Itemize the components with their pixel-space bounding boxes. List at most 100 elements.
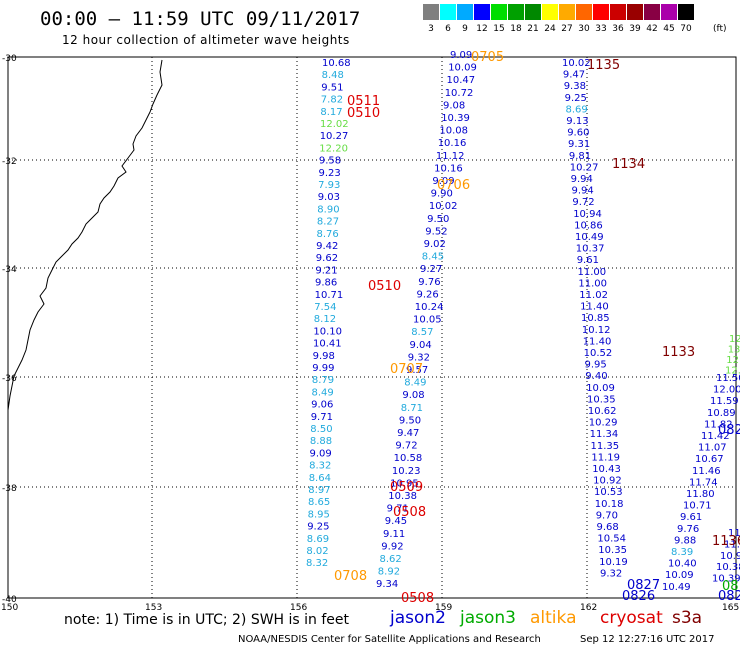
- wave-height-value: 10.02: [562, 58, 591, 69]
- lon-label: 150: [1, 603, 18, 613]
- wave-height-value: 9.50: [399, 415, 421, 426]
- wave-height-value: 9.47: [397, 428, 419, 439]
- wave-height-value: 9.60: [567, 128, 589, 139]
- legend-label: 30: [578, 24, 590, 34]
- altimeter-tracks: 10.688.489.517.828.1712.0210.2712.209.58…: [306, 50, 740, 593]
- wave-height-value: 9.31: [568, 139, 590, 150]
- wave-height-value: 12.02: [320, 119, 349, 130]
- wave-height-value: 10.67: [695, 454, 724, 465]
- wave-height-value: 8.97: [308, 485, 330, 496]
- legend-unit: (ft): [713, 24, 727, 34]
- pass-time-label: 0511: [347, 94, 380, 109]
- wave-height-value: 12.20: [319, 143, 348, 154]
- wave-height-value: 9.72: [395, 441, 417, 452]
- wave-height-value: 11.46: [692, 466, 721, 477]
- pass-time-labels: 0705113505110510113407060510113307070820…: [334, 50, 740, 606]
- wave-height-value: 9.88: [674, 535, 696, 546]
- pass-time-label: 0508: [401, 591, 434, 606]
- wave-height-value: 9.32: [408, 352, 430, 363]
- wave-height-value: 10.24: [415, 302, 444, 313]
- lon-gridlines: [151, 57, 588, 598]
- wave-height-value: 10.27: [570, 162, 599, 173]
- wave-height-value: 8.49: [312, 387, 334, 398]
- wave-height-value: 10.38: [716, 562, 740, 573]
- wave-height-value: 10.71: [315, 290, 344, 301]
- wave-height-value: 10.23: [392, 466, 421, 477]
- sat-s3a: s3a: [672, 608, 703, 628]
- wave-height-value: 10.72: [445, 88, 474, 99]
- lon-label: 162: [580, 603, 597, 613]
- legend-label: 12: [476, 24, 488, 34]
- wave-height-value: 11.5: [724, 539, 740, 550]
- wave-height-value: 7.93: [318, 180, 340, 191]
- wave-height-value: 10.86: [574, 220, 603, 231]
- lat-label: -40: [2, 595, 17, 605]
- wave-height-value: 10.35: [587, 394, 616, 405]
- pass-time-label: 0826: [622, 589, 655, 604]
- wave-height-value: 11.82: [704, 419, 733, 430]
- wave-height-value: 11.02: [579, 290, 608, 301]
- wave-height-value: 10.35: [598, 545, 627, 556]
- wave-height-value: 11.74: [689, 477, 718, 488]
- wave-height-value: 8.32: [306, 558, 328, 569]
- wave-height-value: 9.71: [311, 412, 333, 423]
- wave-height-value: 9.86: [315, 278, 337, 289]
- pass-time-label: 082: [718, 423, 740, 438]
- lat-gridlines: [8, 56, 736, 488]
- wave-height-value: 10.47: [447, 75, 476, 86]
- wave-height-value: 10.09: [665, 570, 694, 581]
- lat-label: -32: [2, 157, 17, 167]
- wave-height-value: 13.: [728, 345, 740, 356]
- wave-height-value: 9.68: [597, 522, 619, 533]
- wave-height-value: 10.90: [720, 551, 740, 562]
- legend-label: 36: [612, 24, 624, 34]
- wave-height-value: 9.52: [425, 226, 447, 237]
- wave-height-value: 9.90: [431, 189, 453, 200]
- legend-label: 42: [646, 24, 658, 34]
- wave-height-value: 9.26: [417, 289, 439, 300]
- wave-height-value: 8.32: [309, 461, 331, 472]
- wave-height-value: 9.09: [432, 176, 454, 187]
- wave-height-value: 9.42: [316, 241, 338, 252]
- legend-label: 39: [629, 24, 641, 34]
- wave-height-value: 9.61: [680, 512, 702, 523]
- legend-swatch: [627, 4, 643, 20]
- wave-height-value: 9.34: [376, 579, 398, 590]
- legend-label: 33: [595, 24, 607, 34]
- wave-height-value: 9.04: [410, 340, 432, 351]
- wave-height-value: 8.45: [422, 252, 444, 263]
- legend-label: 24: [544, 24, 556, 34]
- legend-swatch: [474, 4, 490, 20]
- pass-time-label: 0510: [347, 106, 380, 121]
- wave-height-value: 9.25: [307, 522, 329, 533]
- legend-swatch: [576, 4, 592, 20]
- wave-height-value: 8.48: [322, 70, 344, 81]
- lat-label: -38: [2, 484, 17, 494]
- wave-height-value: 10.41: [313, 339, 342, 350]
- wave-height-value: 8.69: [307, 534, 329, 545]
- wave-height-value: 9.94: [572, 186, 594, 197]
- footer-note: note: 1) Time is in UTC; 2) SWH is in fe…: [64, 612, 350, 628]
- sat-jason2: jason2: [390, 608, 446, 628]
- wave-height-value: 8.71: [401, 403, 423, 414]
- wave-height-value: 9.03: [318, 192, 340, 203]
- pass-time-label: 0708: [334, 569, 367, 584]
- wave-height-value: 9.09: [450, 50, 472, 61]
- pass-time-label: 0827: [627, 578, 660, 593]
- wave-height-value: 8.02: [306, 546, 328, 557]
- wave-height-value: 8.76: [317, 229, 339, 240]
- wave-height-value: 10.71: [683, 501, 712, 512]
- wave-height-value: 10.39: [441, 113, 470, 124]
- wave-height-value: 7.82: [321, 95, 343, 106]
- wave-height-value: 10.49: [662, 582, 691, 593]
- legend-swatch: [491, 4, 507, 20]
- pass-time-label: 0508: [393, 505, 426, 520]
- wave-height-value: 12.8: [726, 355, 740, 366]
- wave-height-value: 11.40: [583, 336, 612, 347]
- legend-swatch: [593, 4, 609, 20]
- wave-height-value: 8.39: [671, 547, 693, 558]
- wave-height-value: 9.51: [321, 82, 343, 93]
- wave-height-value: 9.98: [313, 351, 335, 362]
- wave-height-value: 10.16: [434, 163, 463, 174]
